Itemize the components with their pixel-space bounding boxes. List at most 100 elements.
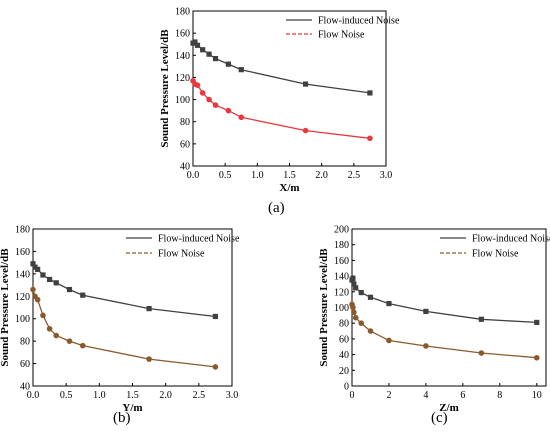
- data-point: [350, 275, 356, 282]
- data-point: [53, 280, 59, 286]
- data-point: [199, 90, 206, 96]
- caption-a: (a): [268, 200, 285, 216]
- x-tick-label: 4: [423, 390, 428, 401]
- series-line: [351, 276, 537, 324]
- data-point: [302, 127, 309, 134]
- data-point: [352, 314, 359, 321]
- chart-b: 40 60 80 100 120 140 160 180 0.0 0.5 1.0 1.5 2.0 2.5 3…: [0, 225, 240, 415]
- y-tick-label: 140: [175, 51, 190, 62]
- y-tick-label: 80: [180, 117, 190, 128]
- chart-c: 0 20 40 60 80 100 120 140 160 180 200 0 2 4 6 8 10 Z/m Sou…: [318, 225, 550, 415]
- x-axis-label: X/m: [279, 182, 299, 194]
- x-tick-label: 2.5: [348, 170, 361, 181]
- x-axis-label: Z/m: [439, 402, 459, 414]
- data-point: [30, 286, 36, 293]
- data-point: [194, 42, 201, 48]
- data-point: [32, 264, 38, 270]
- data-point: [478, 316, 484, 322]
- y-tick-label: 40: [339, 350, 349, 361]
- y-axis-label: Sound Pressure Level/dB: [159, 29, 171, 148]
- data-point: [238, 67, 244, 73]
- data-point: [386, 337, 392, 344]
- y-tick-label: 60: [180, 139, 190, 150]
- x-tick-label: 1.5: [126, 390, 139, 401]
- data-point: [225, 107, 232, 114]
- data-point: [367, 294, 374, 300]
- y-tick-label: 60: [339, 334, 349, 345]
- data-point: [423, 308, 429, 315]
- data-point: [146, 356, 152, 362]
- data-point: [212, 102, 219, 108]
- data-point: [225, 61, 231, 67]
- data-point: [238, 114, 245, 121]
- data-point: [194, 82, 201, 88]
- y-tick-label: 60: [20, 359, 30, 370]
- y-tick-label: 120: [15, 292, 30, 303]
- data-point: [478, 350, 485, 356]
- x-tick-label: 2.0: [159, 390, 172, 401]
- data-point: [533, 354, 540, 361]
- data-point: [367, 328, 374, 334]
- legend-label: Flow Noise: [472, 249, 519, 260]
- y-tick-label: 80: [20, 337, 30, 348]
- y-tick-label: 140: [334, 272, 349, 283]
- x-tick-label: 3.0: [380, 170, 393, 181]
- series-line: [32, 289, 216, 368]
- x-tick-label: 1.0: [93, 390, 106, 401]
- y-tick-label: 140: [15, 269, 30, 280]
- x-tick-label: 1.5: [283, 170, 296, 181]
- data-point: [302, 81, 309, 87]
- data-point: [206, 96, 212, 103]
- data-point: [212, 313, 219, 320]
- y-axis-label: Sound Pressure Level/dB: [318, 248, 330, 367]
- data-point: [40, 272, 46, 278]
- data-point: [53, 332, 60, 339]
- x-tick-label: 0.5: [219, 170, 232, 181]
- y-tick-label: 20: [339, 366, 349, 377]
- data-point: [212, 56, 219, 62]
- x-tick-label: 2.5: [193, 390, 206, 401]
- legend-label: Flow-induced Noise: [318, 16, 400, 27]
- y-axis-label: Sound Pressure Level/dB: [0, 248, 11, 367]
- caption-c: (c): [431, 410, 448, 426]
- x-tick-label: 8: [497, 390, 502, 401]
- x-tick-label: 0.5: [60, 390, 73, 401]
- y-tick-label: 120: [334, 287, 349, 298]
- data-point: [534, 319, 540, 326]
- x-tick-label: 2: [386, 390, 391, 401]
- data-point: [40, 312, 46, 319]
- caption-b: (b): [113, 410, 131, 426]
- series-line: [351, 304, 537, 359]
- data-point: [350, 304, 356, 311]
- data-point: [30, 261, 36, 267]
- data-point: [358, 320, 365, 327]
- x-tick-label: 2.0: [315, 170, 328, 181]
- data-point: [212, 364, 219, 370]
- y-tick-label: 180: [175, 7, 190, 18]
- x-tick-label: 3.0: [226, 390, 239, 401]
- data-point: [66, 338, 73, 344]
- series-line: [192, 41, 370, 94]
- data-point: [146, 306, 152, 312]
- y-tick-label: 160: [175, 29, 190, 40]
- series-line: [32, 263, 216, 318]
- y-tick-label: 40: [20, 382, 30, 393]
- x-tick-label: 0.0: [187, 170, 200, 181]
- y-tick-label: 40: [180, 162, 190, 173]
- data-point: [80, 292, 86, 298]
- y-tick-label: 180: [15, 225, 30, 236]
- x-tick-label: 0.0: [27, 390, 40, 401]
- legend-label: Flow Noise: [318, 30, 365, 41]
- data-point: [206, 51, 212, 57]
- data-point: [46, 276, 53, 283]
- y-tick-label: 200: [334, 225, 349, 236]
- x-tick-label: 0: [350, 390, 355, 401]
- data-point: [46, 326, 53, 332]
- data-point: [358, 289, 364, 296]
- data-point: [351, 309, 357, 316]
- y-tick-label: 0: [344, 382, 349, 393]
- data-point: [351, 281, 357, 287]
- chart-a: 40 60 80 100 120 140 160 180 0.0 0.5 1.0 1.5 2.0 2.5 3…: [159, 7, 400, 195]
- y-tick-label: 100: [175, 95, 190, 106]
